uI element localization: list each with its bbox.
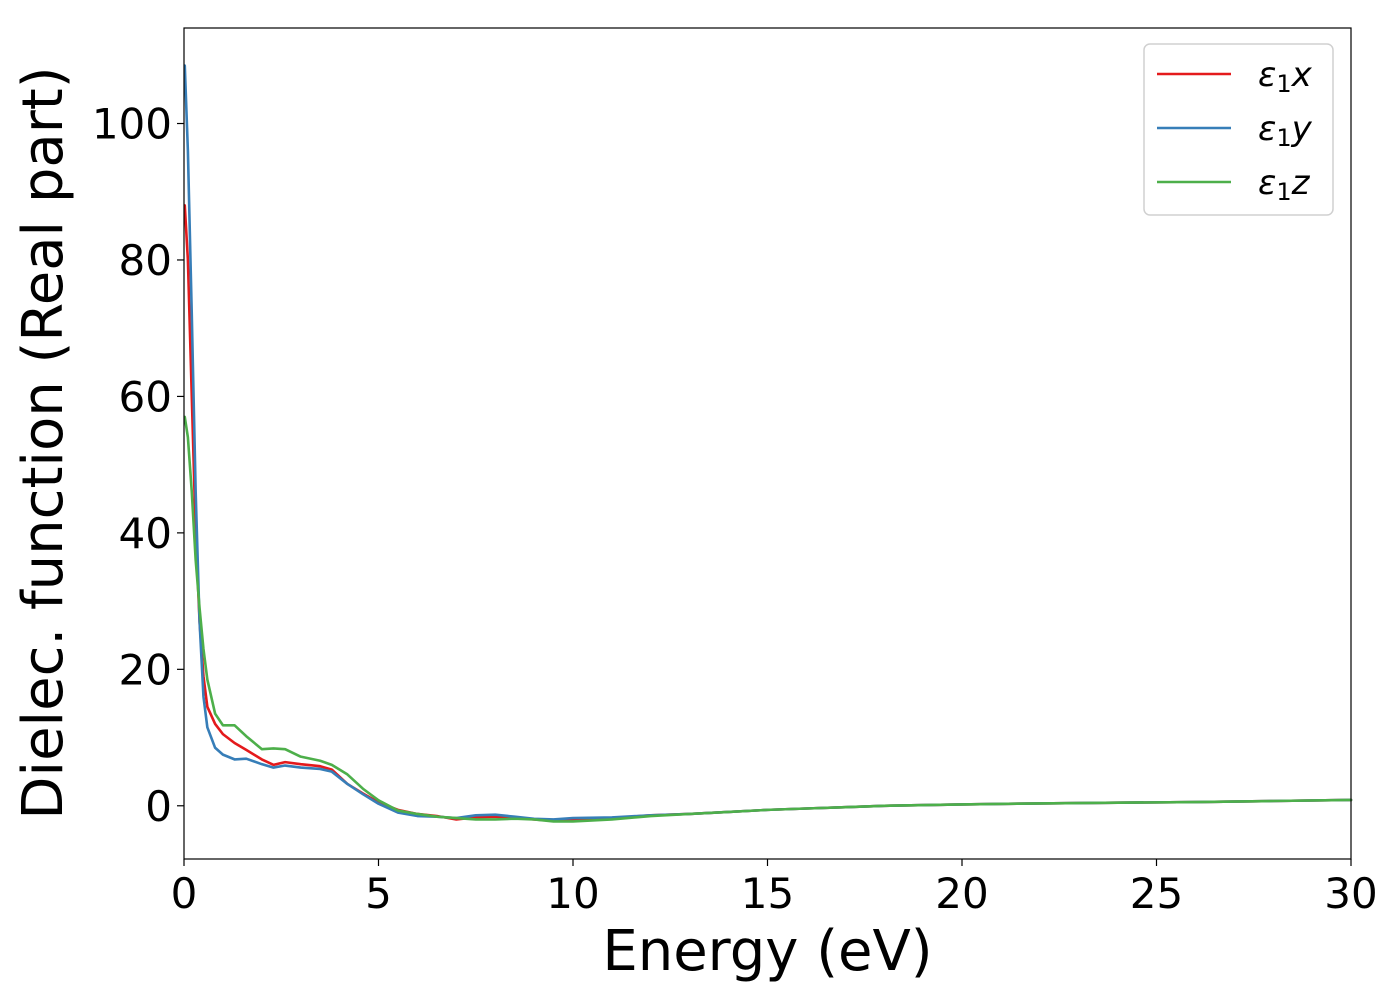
x-tick-label: 15 [741,869,794,918]
legend-item-z: ε1z [1157,163,1311,206]
x-tick-label: 20 [935,869,988,918]
legend-item-x: ε1x [1157,55,1313,98]
series-line-z [183,415,1353,823]
legend-box [1143,43,1334,216]
y-tick-label: 80 [119,236,172,285]
legend-item-y: ε1y [1157,109,1313,152]
legend: ε1x ε1y ε1z [1143,43,1334,216]
x-axis-label: Energy (eV) [602,919,932,984]
y-axis-ticks-group: 0 20 40 60 80 100 [92,100,184,831]
y-tick-label: 20 [119,645,172,694]
x-axis-ticks-group: 0 5 10 15 20 25 30 [171,859,1378,918]
x-tick-label: 5 [365,869,392,918]
x-tick-label: 30 [1324,869,1377,918]
y-tick-label: 100 [92,100,172,149]
series-line-x [183,204,1353,823]
y-axis-label: Dielec. function (Real part) [11,66,76,819]
legend-label: ε1z [1258,163,1311,206]
series-lines-group [183,64,1353,823]
x-tick-label: 10 [546,869,599,918]
y-tick-label: 40 [119,509,172,558]
y-tick-label: 0 [145,782,172,831]
x-tick-label: 0 [171,869,198,918]
x-tick-label: 25 [1130,869,1183,918]
legend-label: ε1y [1258,109,1313,152]
legend-label: ε1x [1258,55,1313,98]
y-tick-label: 60 [119,372,172,421]
